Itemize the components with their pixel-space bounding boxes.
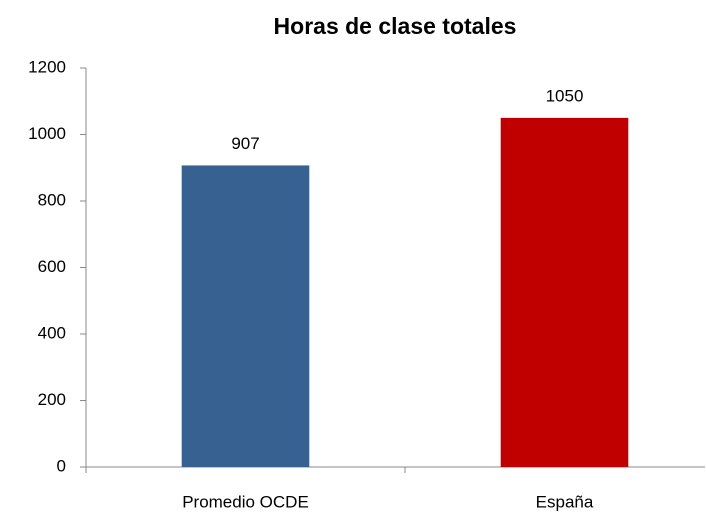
y-tick-label: 0: [57, 456, 66, 475]
y-tick-label: 200: [38, 390, 66, 409]
y-tick-label: 400: [38, 323, 66, 342]
data-label: 1050: [546, 86, 584, 105]
y-tick-label: 1200: [28, 57, 66, 76]
y-tick-label: 600: [38, 257, 66, 276]
data-label: 907: [231, 134, 259, 153]
chart-title: Horas de clase totales: [274, 13, 517, 39]
y-tick-label: 1000: [28, 124, 66, 143]
bar: [181, 165, 310, 468]
bar: [500, 117, 629, 467]
x-tick-label: Promedio OCDE: [182, 492, 309, 511]
y-tick-label: 800: [38, 190, 66, 209]
x-tick-label: España: [536, 492, 594, 511]
